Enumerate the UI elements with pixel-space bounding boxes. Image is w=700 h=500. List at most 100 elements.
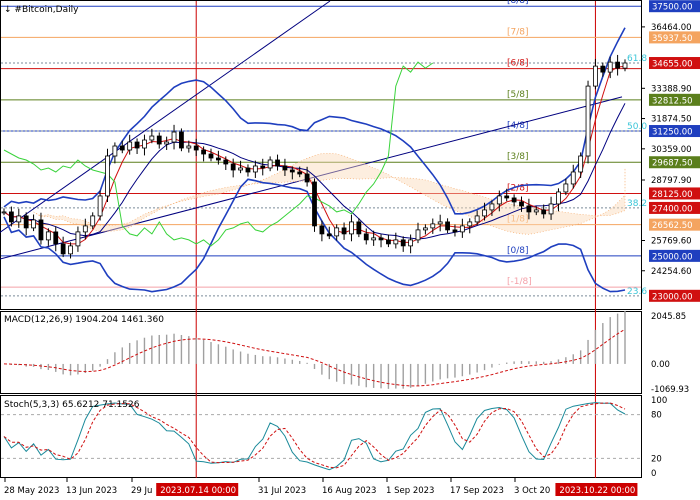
candle-body: [474, 215, 480, 223]
main-plot: [8/8] [7/8] [6/8] [5/8] [4/8] [3/8] [2/8] [1/8]…: [0, 0, 647, 478]
candle-body: [164, 141, 170, 145]
candle-body: [459, 225, 465, 233]
candle-body: [430, 223, 436, 229]
price-tag: [649, 187, 700, 200]
candle-body: [415, 229, 421, 241]
candle-body: [341, 227, 347, 235]
candle-body: [519, 201, 524, 207]
murrey-level-label: [8/8]: [507, 0, 529, 6]
candle-body: [134, 141, 140, 149]
stoch-axis-label: 100: [651, 396, 667, 406]
macd-signal-line: [3, 328, 626, 387]
date-axis: 28 May 2023 13 Jun 2023 29 Ju 31 Jul 2023 16…: [4, 478, 638, 496]
candle-body: [105, 155, 110, 197]
candle-body: [1, 211, 7, 214]
stoch-d-line: [3, 402, 626, 469]
main-panel-frame: [0, 0, 642, 310]
price-tag-label: 31250.00: [652, 128, 693, 138]
candle-body: [593, 65, 598, 87]
candle-body: [615, 61, 621, 69]
fibo-level-label: 38.2: [627, 199, 647, 209]
trend-line-lower: [0, 96, 623, 260]
macd-label: MACD(12,26,9) 1904.204 1461.360: [4, 315, 164, 325]
stoch-k-line: [3, 402, 626, 471]
candle-body: [312, 181, 317, 227]
murrey-level-label: [0/8]: [507, 246, 529, 256]
candle-body: [82, 225, 88, 233]
stoch-axis-label: 0: [651, 469, 656, 479]
candle-body: [31, 219, 36, 229]
candle-body: [489, 203, 495, 211]
stoch-axis-label: 80: [651, 411, 662, 421]
candle-body: [119, 145, 125, 151]
price-tag: [649, 31, 700, 44]
candle-body: [378, 237, 384, 241]
axis-tick-label: 24254.60: [651, 267, 692, 277]
price-tag: [649, 93, 700, 106]
murrey-level-label: [3/8]: [507, 152, 529, 162]
price-tag: [649, 125, 700, 138]
lagging-span-line: [3, 61, 434, 247]
stoch-label: Stoch(5,3,3) 65.6212 71.1526: [4, 400, 140, 410]
trend-line-upper: [0, 0, 331, 233]
candle-body: [319, 225, 325, 235]
date-tick-label: 1 Sep 2023: [386, 486, 434, 496]
date-highlight-tag: [555, 483, 638, 496]
candle-body: [252, 165, 258, 173]
candle-body: [511, 197, 517, 203]
candle-body: [142, 139, 147, 149]
candle-body: [371, 237, 377, 241]
candle-body: [570, 171, 576, 185]
candle-body: [585, 85, 591, 157]
candle-body: [171, 131, 177, 143]
price-tag-label: 32812.50: [652, 96, 693, 106]
candle-body: [156, 135, 162, 145]
candle-body: [386, 239, 391, 245]
candle-body: [38, 219, 44, 241]
date-tick-label: 17 Sep 2023: [450, 486, 504, 496]
macd-axis-label: 2045.85: [651, 312, 686, 322]
price-tag: [649, 0, 700, 13]
candle-body: [349, 221, 354, 235]
candle-body: [563, 183, 569, 193]
candle-body: [53, 231, 59, 245]
candle-body: [201, 149, 207, 155]
candle-body: [245, 167, 251, 173]
candle-body: [223, 159, 229, 165]
candle-body: [600, 65, 606, 73]
axis-tick-label: 31874.50: [651, 115, 692, 125]
candle-body: [437, 221, 443, 225]
stoch-axis-label: 20: [651, 454, 662, 464]
candle-body: [393, 239, 399, 245]
candle-body: [408, 239, 414, 247]
candle-body: [496, 195, 502, 205]
date-highlight-tag: [156, 483, 239, 496]
candle-body: [297, 171, 303, 175]
candle-body: [75, 231, 81, 247]
candle-body: [304, 173, 310, 183]
fibo-level-label: 23.6: [627, 287, 647, 297]
axis-tick-label: 28797.90: [651, 176, 692, 186]
date-tick-label: 3 Oct 20: [514, 486, 550, 496]
candle-body: [556, 191, 561, 205]
candle-body: [215, 157, 221, 161]
murrey-level-label: [5/8]: [507, 90, 529, 100]
date-tick-label: 13 Jun 2023: [66, 486, 117, 496]
candle-body: [363, 233, 369, 241]
candle-body: [334, 227, 340, 237]
date-tick-label: 31 Jul 2023: [258, 486, 306, 496]
macd-panel-frame: [0, 311, 642, 394]
axis-tick-label: 33388.90: [651, 84, 692, 94]
candle-body: [127, 141, 133, 151]
price-axis: 36464.00 33388.90 31874.50 30359.00 28797.90…: [641, 0, 700, 302]
murrey-level-label: [-1/8]: [507, 277, 532, 287]
candle-body: [533, 209, 539, 213]
candle-body: [60, 243, 66, 255]
date-tick-label: 29 Ju: [131, 486, 152, 496]
candle-body: [230, 163, 236, 171]
murrey-level-label: [4/8]: [507, 121, 529, 131]
price-tag: [649, 57, 700, 70]
candle-body: [23, 215, 29, 229]
candle-body: [90, 215, 96, 227]
